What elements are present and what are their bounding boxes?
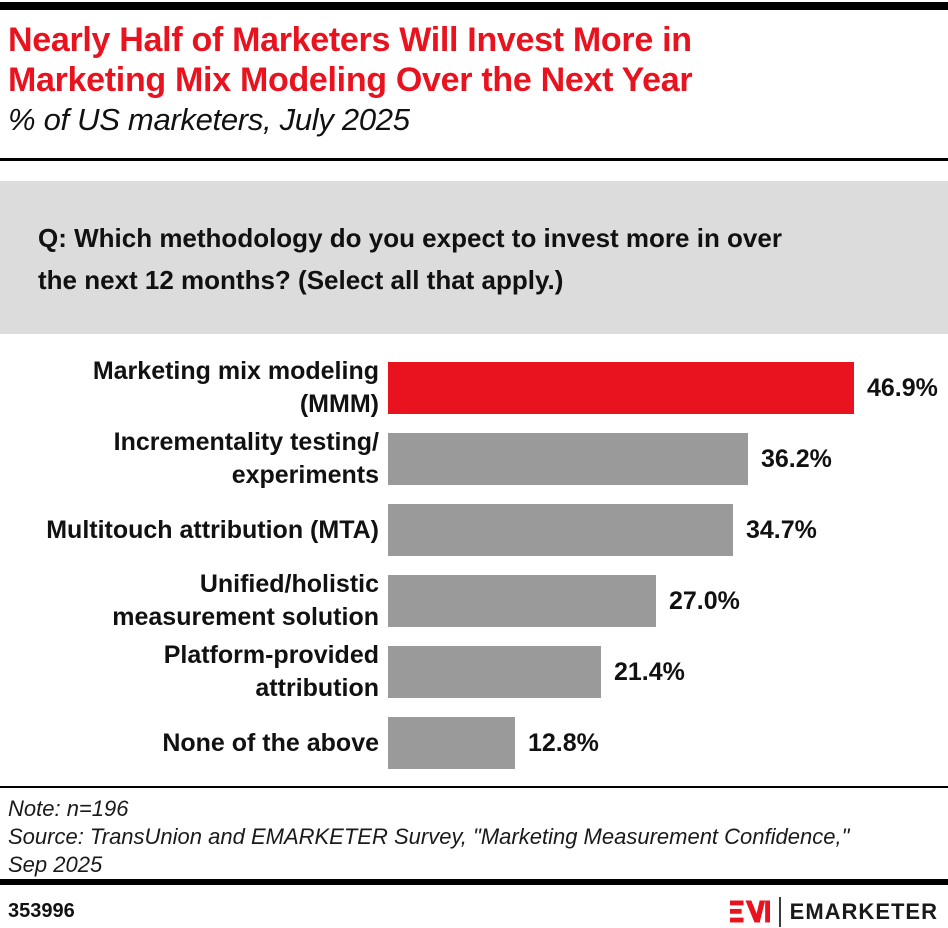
category-label: None of the above	[162, 728, 379, 757]
bar	[388, 717, 515, 769]
subtitle: % of US marketers, July 2025	[8, 102, 410, 137]
question-box: Q: Which methodology do you expect to in…	[0, 181, 948, 334]
brand-name: EMARKETER	[789, 898, 938, 924]
value-label: 36.2%	[761, 444, 832, 473]
chart-id: 353996	[8, 900, 75, 922]
bar-area: 12.8%	[388, 717, 940, 769]
bar-area: 21.4%	[388, 646, 940, 698]
title-line-1: Nearly Half of Marketers Will Invest Mor…	[8, 21, 692, 59]
page-title: Nearly Half of Marketers Will Invest Mor…	[8, 20, 940, 100]
value-label: 34.7%	[746, 515, 817, 544]
chart-rows: Marketing mix modeling (MMM) 46.9% Increm…	[8, 357, 940, 769]
bar	[388, 575, 656, 627]
bar	[388, 504, 733, 556]
bar-area: 36.2%	[388, 433, 940, 485]
chart-row: None of the above 12.8%	[8, 717, 940, 769]
chart-row: Multitouch attribution (MTA) 34.7%	[8, 504, 940, 556]
footer: 353996 EMARKETER	[8, 895, 940, 928]
category-label: Unified/holistic measurement solution	[112, 570, 379, 631]
note-text: Note: n=196	[8, 796, 129, 821]
bar	[388, 362, 854, 414]
emarketer-logo: EMARKETER	[729, 895, 940, 928]
title-line-2: Marketing Mix Modeling Over the Next Yea…	[8, 61, 693, 99]
value-label: 46.9%	[867, 373, 938, 402]
bar-chart: Marketing mix modeling (MMM) 46.9% Increm…	[8, 357, 940, 769]
header-rule	[0, 158, 948, 161]
note-rule	[0, 786, 948, 788]
bar	[388, 646, 601, 698]
category-label: Multitouch attribution (MTA)	[46, 515, 379, 544]
bottom-rule	[0, 879, 948, 885]
footnotes: Note: n=196 Source: TransUnion and EMARK…	[8, 795, 940, 879]
source-text-line-1: Source: TransUnion and EMARKETER Survey,…	[8, 824, 850, 849]
question-line-1: Q: Which methodology do you expect to in…	[38, 223, 782, 253]
question-line-2: the next 12 months? (Select all that app…	[38, 265, 564, 295]
bar-area: 34.7%	[388, 504, 940, 556]
category-label: Marketing mix modeling (MMM)	[92, 357, 379, 418]
chart-row: Unified/holistic measurement solution 27.…	[8, 570, 940, 631]
emarketer-monogram-icon	[729, 900, 770, 923]
category-label: Incrementality testing/experiments	[113, 428, 379, 489]
category-label: Platform-provided attribution	[163, 641, 379, 702]
source-text-line-2: Sep 2025	[8, 852, 103, 877]
value-label: 12.8%	[528, 728, 599, 757]
chart-row: Platform-provided attribution 21.4%	[8, 641, 940, 702]
bar-area: 27.0%	[388, 575, 940, 627]
value-label: 21.4%	[614, 657, 685, 686]
top-rule	[0, 2, 948, 10]
chart-row: Incrementality testing/experiments 36.2%	[8, 428, 940, 489]
logo-divider	[778, 896, 781, 927]
bar	[388, 433, 748, 485]
value-label: 27.0%	[669, 586, 740, 615]
bar-area: 46.9%	[388, 362, 940, 414]
header: Nearly Half of Marketers Will Invest Mor…	[8, 0, 940, 140]
chart-row: Marketing mix modeling (MMM) 46.9%	[8, 357, 940, 418]
